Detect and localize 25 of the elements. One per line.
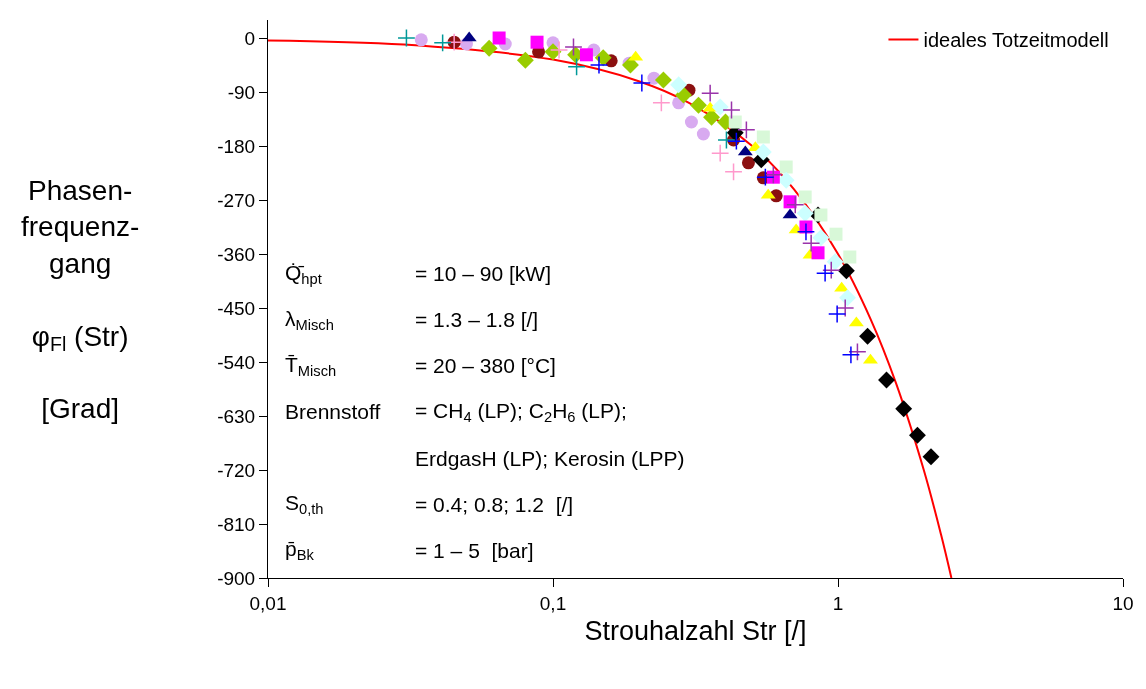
y-tick-label: -630 bbox=[217, 405, 256, 427]
text: p̄$_{Bk}$ = 1 – 5 [bar] bbox=[285, 537, 534, 564]
text: λ$_{Misch}$ = 1.3 – 1.8 [/] bbox=[285, 307, 539, 334]
y-tick-label: 0 bbox=[244, 27, 256, 49]
y-tick-label: -900 bbox=[217, 567, 256, 589]
text: T̄$_{Misch}$ = 20 – 380 [°C] bbox=[285, 353, 556, 380]
y-tick-label: -180 bbox=[217, 135, 256, 157]
y-tick-label: -90 bbox=[227, 81, 256, 103]
y-tick-label: -810 bbox=[217, 513, 256, 535]
legend-label: ideales Totzeitmodell bbox=[923, 29, 1109, 52]
text: Brennstoff = CH$_{4}$ (LP); C$_{2}$H$_{6}$ (LP); bbox=[285, 399, 627, 426]
y-tick-label: -270 bbox=[217, 189, 256, 211]
y-tick-label: -720 bbox=[217, 459, 256, 481]
x-tick-label: 10 bbox=[1112, 592, 1134, 614]
x-axis-title: Strouhalzahl Str [/] bbox=[584, 616, 807, 647]
y-tick-label: -450 bbox=[217, 297, 256, 319]
y-tick-label: -360 bbox=[217, 243, 256, 265]
text: Q̇̄$_{hpt}$ = 10 – 90 [kW] bbox=[285, 261, 551, 288]
text: S$_{0,th}$ = 0.4; 0.8; 1.2 [/] bbox=[285, 491, 574, 518]
text: Phasen- frequenz- gang φ$_{Fl}$ (Str) [Grad] bbox=[21, 175, 140, 425]
y-tick-label: -540 bbox=[217, 351, 256, 373]
x-tick-label: 0,1 bbox=[539, 592, 567, 614]
x-tick-label: 0,01 bbox=[249, 592, 287, 614]
annotation: ErdgasH (LP); Kerosin (LPP) bbox=[415, 447, 685, 470]
x-tick-label: 1 bbox=[832, 592, 844, 614]
